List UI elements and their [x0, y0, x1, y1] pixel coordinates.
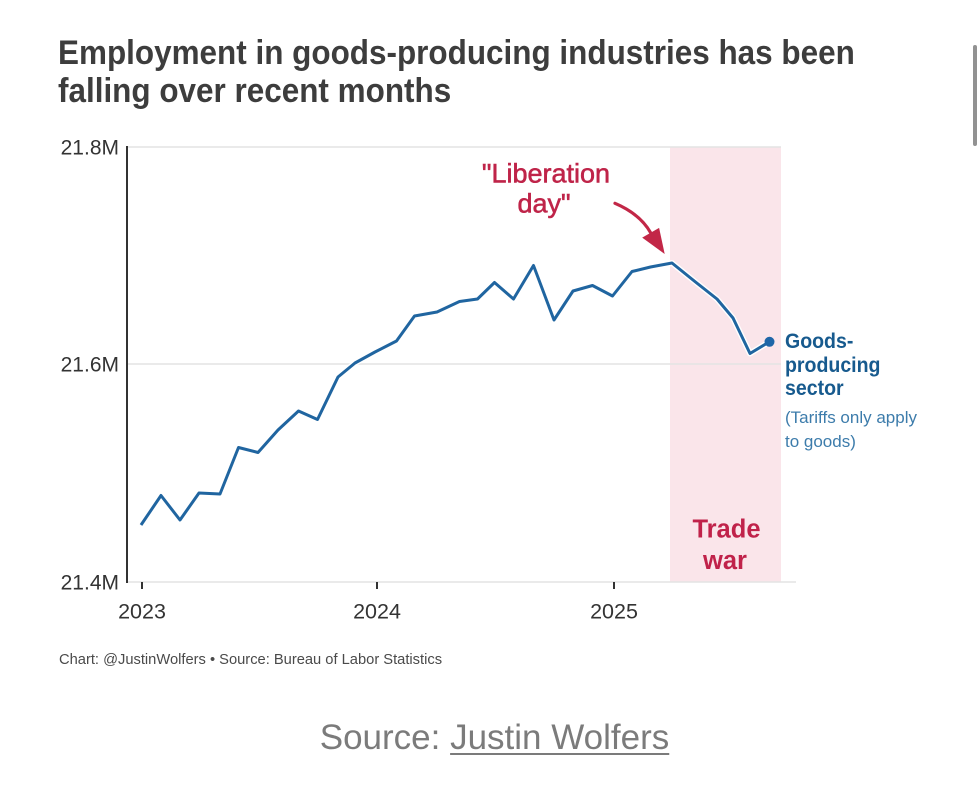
svg-text:2024: 2024	[353, 600, 401, 624]
svg-text:21.4M: 21.4M	[61, 572, 119, 595]
svg-text:2025: 2025	[590, 600, 638, 624]
svg-text:war: war	[702, 547, 747, 575]
svg-text:2023: 2023	[118, 600, 166, 624]
svg-text:21.6M: 21.6M	[61, 354, 119, 377]
svg-text:"Liberation: "Liberation	[482, 159, 610, 189]
svg-text:21.8M: 21.8M	[61, 137, 119, 160]
svg-text:Trade: Trade	[692, 516, 760, 544]
svg-text:day": day"	[517, 189, 570, 219]
